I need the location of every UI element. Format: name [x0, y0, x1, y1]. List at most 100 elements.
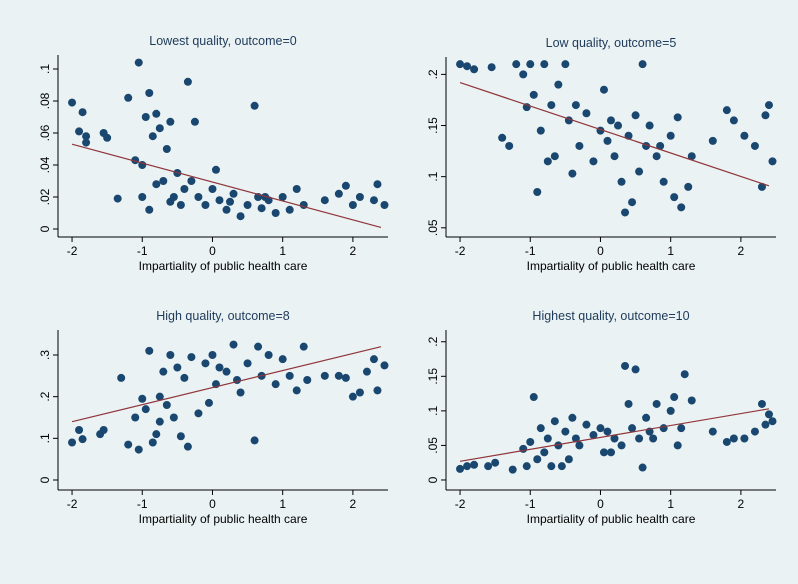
y-tick-label: .2	[38, 391, 52, 401]
point	[680, 370, 689, 379]
point	[166, 197, 175, 206]
point	[264, 351, 273, 359]
point	[141, 113, 150, 121]
x-tick-label: 1	[279, 497, 286, 511]
point	[533, 188, 542, 196]
point	[561, 427, 570, 436]
point	[162, 145, 171, 153]
point	[677, 424, 686, 433]
point	[113, 194, 122, 203]
point	[134, 445, 143, 454]
point	[582, 109, 591, 118]
point	[638, 463, 647, 472]
point	[568, 413, 577, 422]
panel-title: Low quality, outcome=5	[546, 36, 677, 50]
point	[303, 376, 312, 384]
point	[568, 169, 577, 178]
point	[536, 126, 545, 135]
point	[208, 351, 217, 359]
x-tick-label: -1	[525, 497, 536, 511]
point	[603, 136, 612, 145]
y-tick-label: .02	[38, 188, 52, 205]
point	[575, 441, 584, 450]
y-tick-label: 0	[38, 476, 52, 483]
point	[250, 101, 259, 110]
point	[162, 401, 171, 409]
point	[561, 60, 570, 69]
x-tick-label: 1	[667, 244, 674, 258]
point	[599, 85, 608, 94]
point	[373, 180, 382, 189]
point	[348, 201, 357, 209]
point	[589, 157, 598, 166]
point	[68, 438, 77, 447]
point	[369, 355, 378, 364]
point	[134, 58, 143, 67]
y-tick-label: .3	[38, 350, 52, 360]
point	[638, 60, 647, 69]
point	[82, 138, 91, 147]
point	[550, 152, 559, 161]
fit-line	[71, 346, 382, 423]
point	[708, 136, 717, 145]
point	[550, 417, 559, 426]
point	[635, 434, 644, 443]
point	[68, 98, 77, 107]
point	[369, 196, 378, 205]
point	[190, 117, 199, 126]
x-tick-label: -2	[455, 497, 466, 511]
point	[610, 152, 619, 161]
point	[764, 410, 773, 419]
point	[614, 121, 623, 130]
point	[740, 131, 749, 140]
point	[628, 424, 637, 433]
point	[285, 205, 294, 214]
point	[543, 157, 552, 166]
point	[547, 101, 556, 110]
y-tick-label: .05	[426, 437, 440, 454]
point	[761, 420, 770, 429]
point	[103, 133, 112, 142]
point	[373, 386, 382, 395]
y-tick-label: .1	[38, 64, 52, 74]
point	[757, 399, 766, 408]
point	[155, 124, 164, 133]
point	[729, 434, 738, 443]
point	[768, 157, 777, 166]
point	[201, 359, 210, 368]
point	[645, 121, 654, 130]
point	[155, 392, 164, 401]
point	[628, 198, 637, 207]
point	[764, 101, 773, 110]
point	[348, 392, 357, 401]
point	[278, 193, 287, 201]
point	[183, 442, 192, 451]
point	[299, 342, 308, 351]
x-tick-label: -1	[525, 244, 536, 258]
y-tick-label: .05	[426, 219, 440, 236]
panel-title: High quality, outcome=8	[156, 309, 290, 323]
point	[768, 417, 777, 426]
point	[229, 340, 238, 349]
point	[519, 70, 528, 79]
x-tick-label: 1	[667, 497, 674, 511]
point	[677, 203, 686, 212]
point	[487, 63, 496, 72]
point	[141, 405, 150, 414]
point	[208, 185, 217, 193]
point	[278, 355, 287, 364]
point	[740, 434, 749, 443]
point	[159, 177, 168, 185]
point	[652, 399, 661, 408]
x-tick-label: 0	[209, 244, 216, 258]
x-tick-label: -2	[67, 244, 78, 258]
point	[180, 373, 189, 382]
fit-line	[71, 143, 382, 228]
point	[554, 80, 563, 89]
x-axis-label: Impartiality of public health care	[139, 512, 308, 526]
point	[554, 441, 563, 450]
point	[557, 462, 566, 471]
point	[656, 141, 665, 150]
point	[152, 180, 161, 189]
point	[176, 432, 185, 441]
